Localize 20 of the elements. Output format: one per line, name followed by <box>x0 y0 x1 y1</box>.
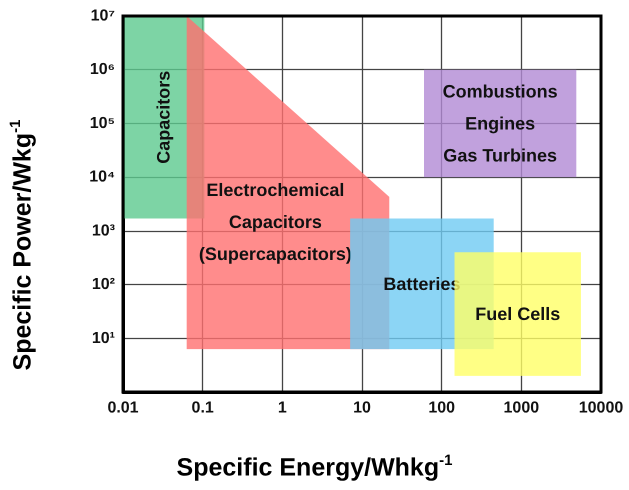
x-tick-label: 1000 <box>504 400 540 416</box>
y-tick-label: 10⁵ <box>90 114 115 132</box>
x-tick-label: 0.1 <box>192 400 214 416</box>
y-axis-title: Specific Power/Wkg-1 <box>7 120 36 370</box>
y-tick-label: 10² <box>92 276 115 294</box>
x-tick-label: 0.01 <box>107 400 139 416</box>
y-tick-label: 10⁴ <box>89 168 116 186</box>
x-tick-label: 10000 <box>578 400 624 416</box>
y-tick-label: 10¹ <box>92 330 115 347</box>
x-tick-label: 1 <box>278 400 287 416</box>
x-tick-label: 100 <box>428 400 456 416</box>
x-tick-label: 10 <box>353 400 371 416</box>
y-tick-label: 10⁶ <box>90 61 115 78</box>
series-label: Capacitors <box>154 70 174 164</box>
series-label: Combustions Engines Gas Turbines <box>442 81 558 166</box>
y-tick-label: 10⁷ <box>90 8 115 24</box>
y-tick-label: 10³ <box>92 222 115 240</box>
series-label: Batteries <box>383 274 460 294</box>
series-label: Fuel Cells <box>475 304 560 324</box>
series-label: Electrochemical Capacitors (Supercapacitors) <box>198 180 352 264</box>
